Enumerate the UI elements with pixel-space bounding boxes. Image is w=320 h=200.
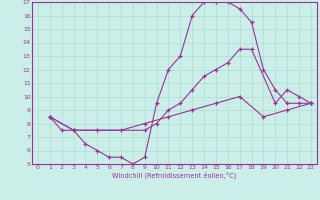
X-axis label: Windchill (Refroidissement éolien,°C): Windchill (Refroidissement éolien,°C) (112, 172, 236, 179)
